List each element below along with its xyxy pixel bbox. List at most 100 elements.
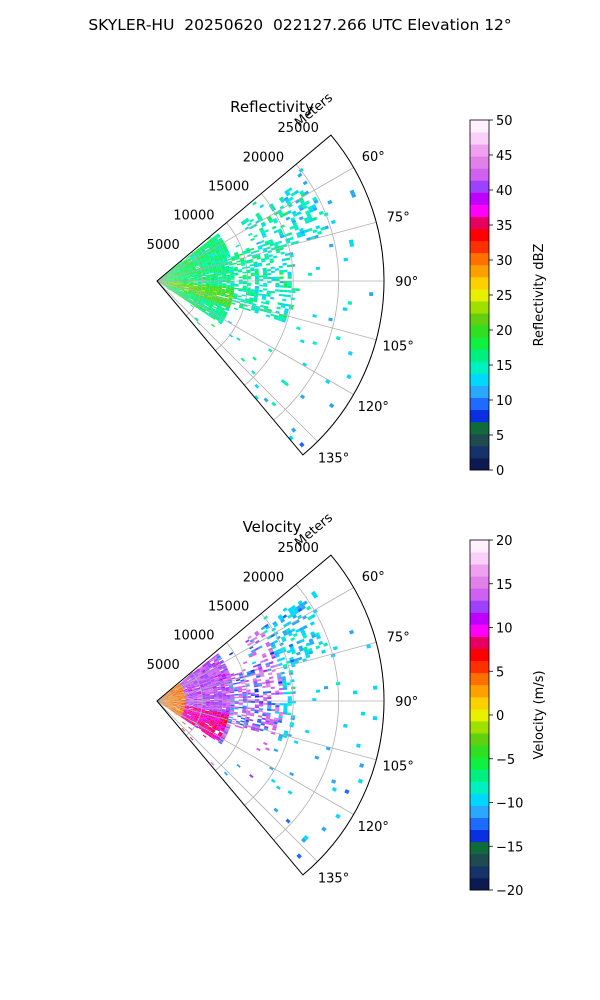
radar-gate <box>205 703 210 705</box>
radar-gate <box>282 317 287 321</box>
radar-gate <box>173 277 178 279</box>
radar-gate <box>218 677 223 680</box>
radar-gate <box>181 283 186 284</box>
radar-gate <box>294 609 300 615</box>
radar-gate <box>171 692 176 695</box>
radar-gate <box>240 260 245 264</box>
radar-gate <box>192 259 197 262</box>
radar-gate <box>255 212 260 217</box>
radar-gate <box>254 688 259 691</box>
radar-gate <box>271 692 276 695</box>
radar-gate <box>173 699 178 700</box>
radar-gate <box>219 260 224 263</box>
radar-gate <box>254 273 259 276</box>
radar-gate <box>279 234 285 239</box>
radar-gate <box>197 691 202 694</box>
radar-gate <box>212 244 217 248</box>
radar-gate <box>277 648 282 652</box>
radar-gate <box>201 284 206 286</box>
radar-gate <box>188 672 193 676</box>
radar-gate <box>258 293 263 296</box>
radar-gate <box>175 271 180 273</box>
radar-gate <box>343 257 348 262</box>
radar-gate <box>180 286 185 288</box>
radar-gate <box>197 251 202 255</box>
radar-gate <box>189 707 194 709</box>
radar-gate <box>195 684 200 687</box>
radar-gate <box>218 258 224 261</box>
radar-gate <box>195 266 200 269</box>
colorbar-swatch <box>470 337 489 350</box>
radar-gate <box>210 701 215 703</box>
radar-gate <box>217 245 222 249</box>
colorbar-swatch <box>470 600 489 613</box>
radar-gate <box>335 813 341 819</box>
radar-gate <box>281 258 287 262</box>
radar-gate <box>197 286 202 288</box>
radar-gate <box>184 717 189 721</box>
radar-gate <box>226 697 231 699</box>
radar-gate <box>187 686 192 689</box>
radar-gate <box>174 711 178 714</box>
radar-gate <box>185 704 190 705</box>
radar-gate <box>209 691 214 693</box>
radar-gate <box>168 706 172 708</box>
radar-gate <box>169 283 174 285</box>
radar-gate <box>182 686 187 689</box>
radar-gate <box>185 699 190 701</box>
colorbar-swatch <box>470 445 489 459</box>
radar-gate <box>183 291 188 294</box>
radar-gate <box>207 684 212 687</box>
radar-gate <box>197 671 202 675</box>
radar-gate <box>176 705 181 707</box>
radar-gate <box>366 643 372 649</box>
radar-gate <box>254 690 259 693</box>
radar-gate <box>347 301 353 305</box>
radar-gate <box>236 763 241 768</box>
radar-gate <box>160 702 165 705</box>
radar-gate <box>205 720 210 724</box>
radar-gate <box>252 679 258 683</box>
radar-gate <box>255 640 260 644</box>
radar-gate <box>169 283 173 285</box>
radar-gate <box>265 679 270 682</box>
radar-gate <box>274 268 280 271</box>
radar-gate <box>252 303 257 306</box>
radar-gate <box>228 263 233 266</box>
radar-gate <box>203 674 208 677</box>
radar-gate <box>227 320 232 324</box>
radar-gate <box>226 287 231 289</box>
radar-gate <box>229 710 235 712</box>
radar-gate <box>253 636 258 641</box>
radar-gate <box>242 288 247 291</box>
radar-gate <box>165 279 170 281</box>
radar-gate <box>218 277 223 279</box>
radar-gate <box>189 673 193 677</box>
radar-gate <box>172 704 177 706</box>
radar-gate <box>211 663 216 667</box>
radar-gate <box>161 281 166 283</box>
radar-gate <box>233 293 238 296</box>
radar-gate <box>242 693 247 695</box>
radar-gate <box>242 661 248 665</box>
radar-gate <box>189 281 194 283</box>
radar-gate <box>168 703 173 705</box>
radar-gate <box>213 674 218 678</box>
radar-gate <box>240 357 246 362</box>
radar-gate <box>189 706 194 708</box>
radar-gate <box>271 401 277 407</box>
radar-gate <box>163 274 168 277</box>
radar-gate <box>189 703 194 705</box>
radar-gate <box>212 292 217 295</box>
radar-gate <box>164 695 169 698</box>
radar-gate <box>222 703 227 705</box>
radar-gate <box>213 304 218 307</box>
radar-gate <box>203 263 208 266</box>
radar-gate <box>168 275 173 277</box>
radar-gate <box>212 267 217 270</box>
radar-gate <box>211 298 216 301</box>
radar-gate <box>197 274 202 276</box>
radar-gate <box>189 674 194 677</box>
radar-gate <box>285 660 291 664</box>
radar-gate <box>172 274 177 276</box>
